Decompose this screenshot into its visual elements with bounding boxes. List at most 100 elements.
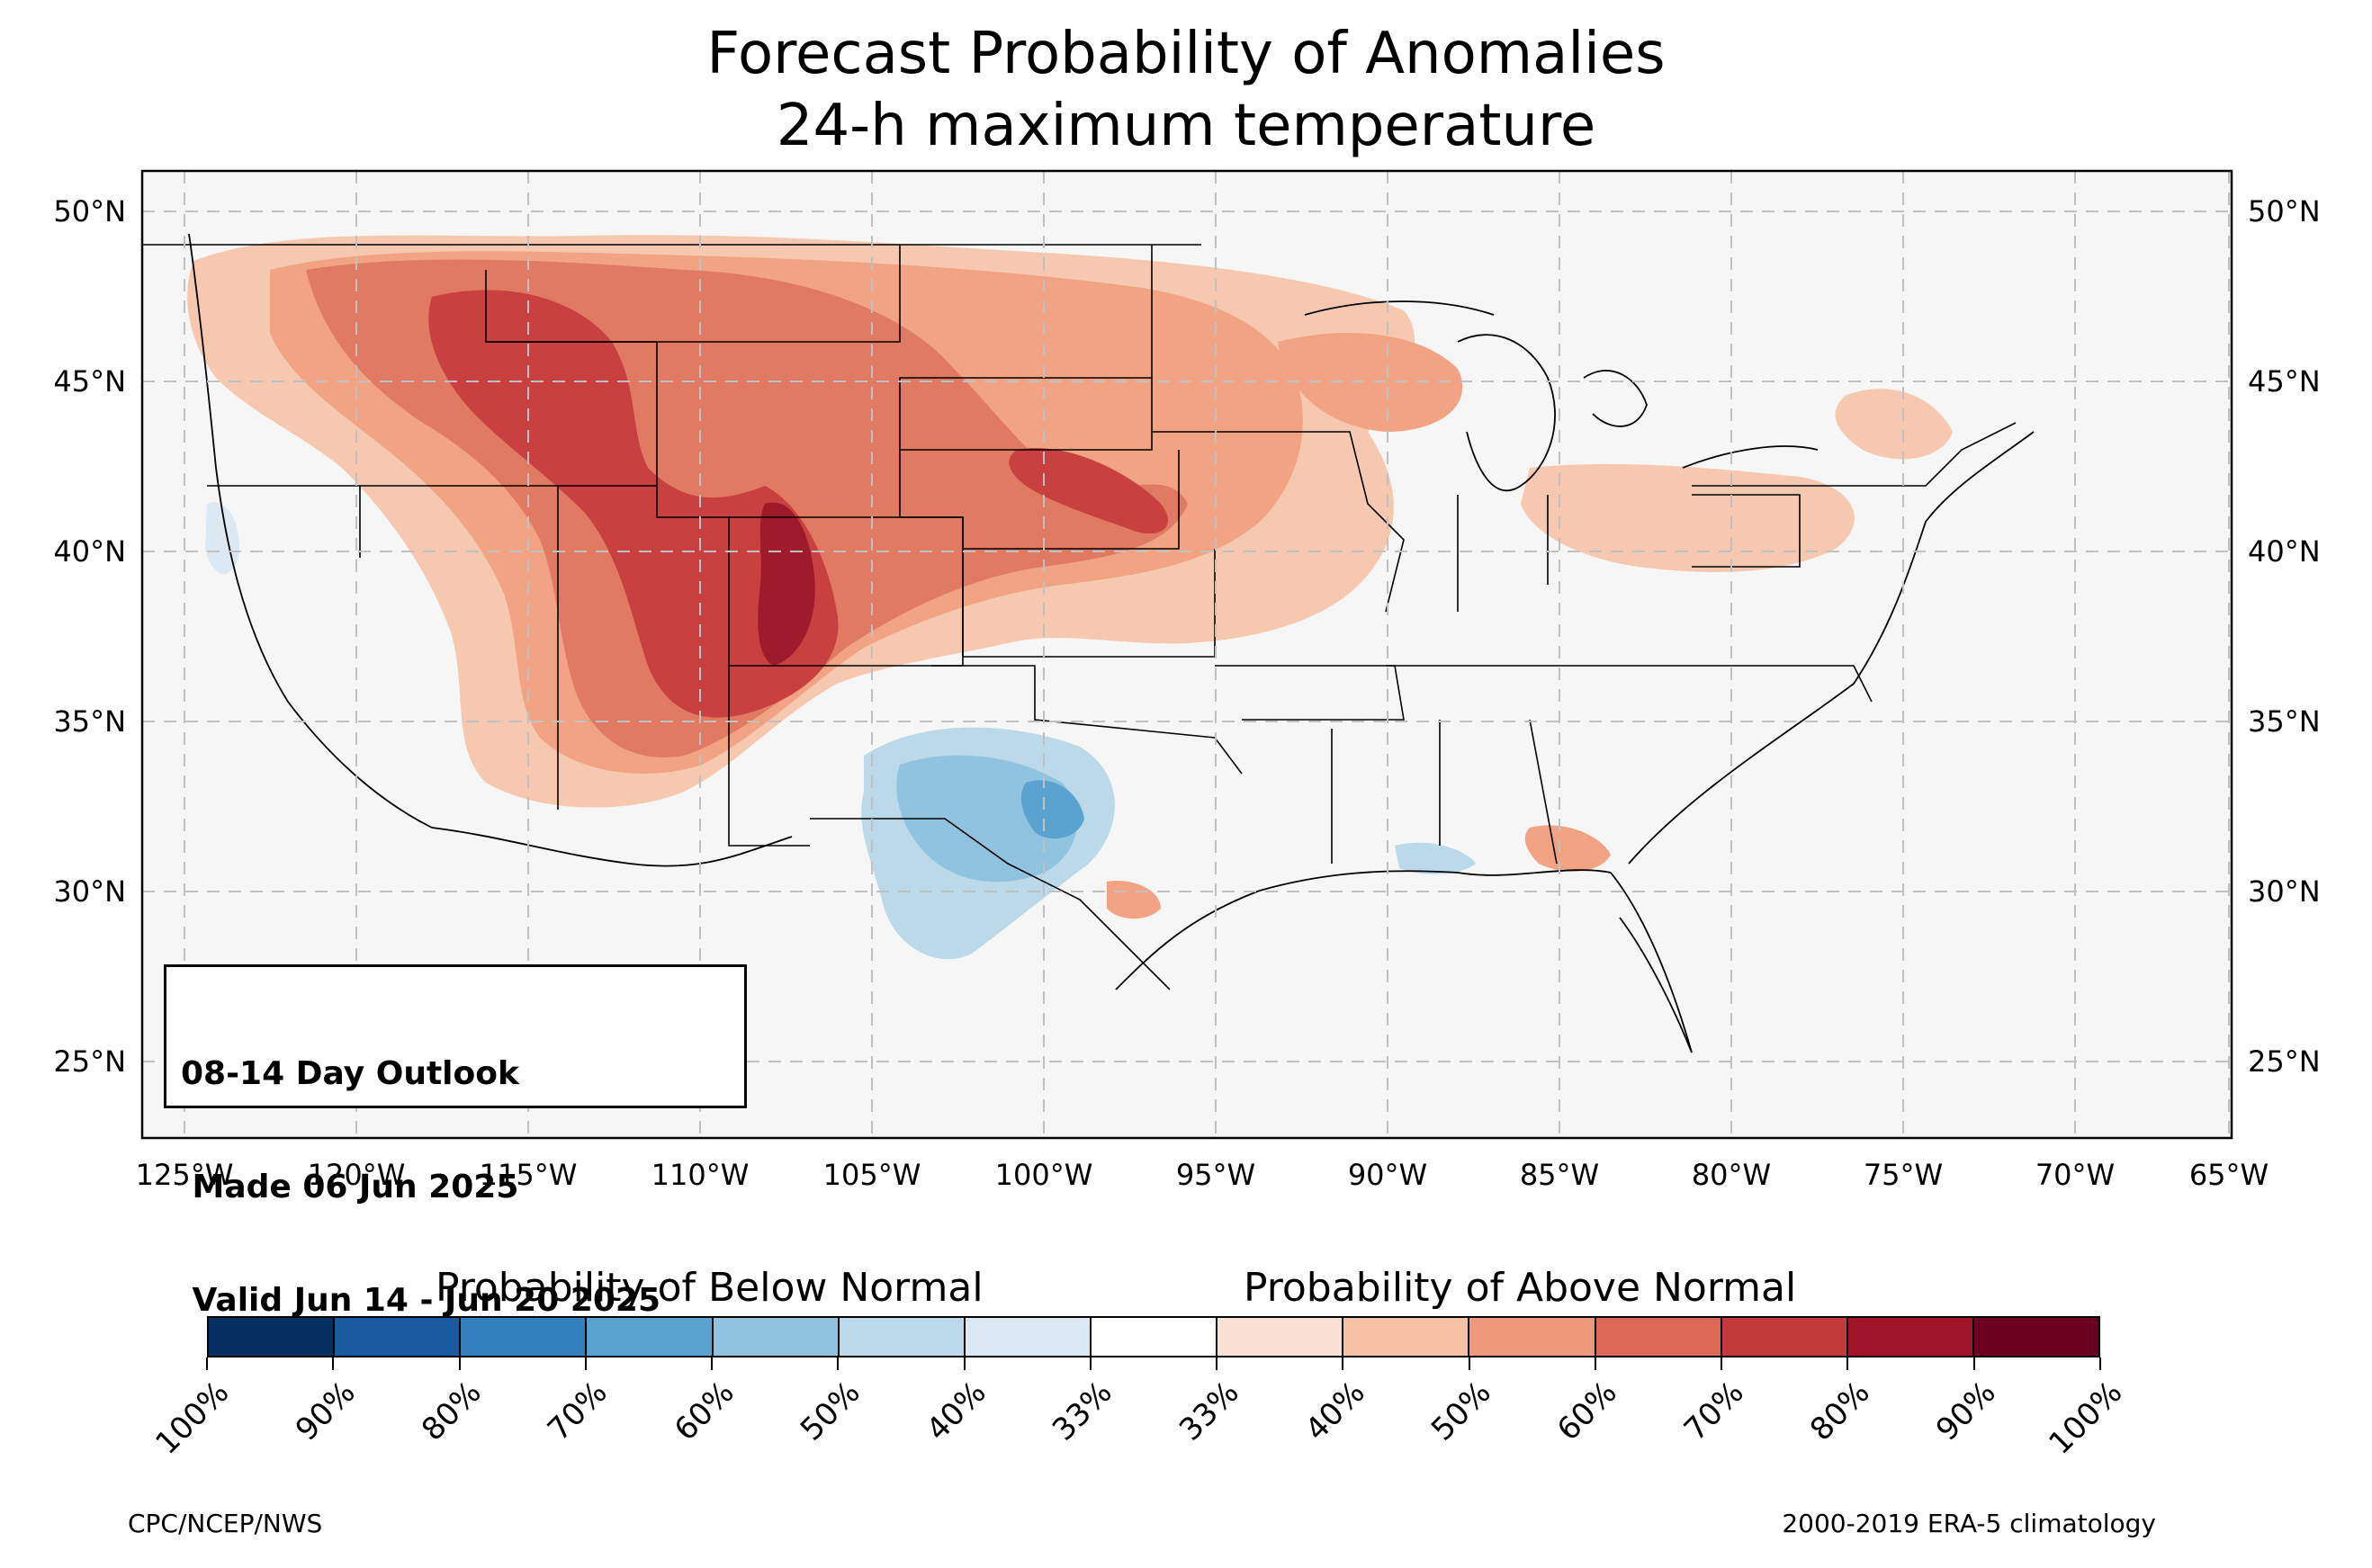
mexico-border: [431, 827, 793, 867]
above-40-region-new-england: [1835, 389, 1953, 460]
below-40-region-gulf: [1395, 842, 1476, 874]
outlook-made-date: Made 06 Jun 2025: [181, 1169, 519, 1205]
utah-border: [656, 486, 730, 684]
colorbar-segment: [209, 1318, 336, 1356]
above-70-region-nebraska: [1009, 448, 1169, 534]
colorbar-tick: [1089, 1357, 1092, 1370]
chart-title-line-1: Forecast Probability of Anomalies: [706, 21, 1666, 87]
footer-climatology: 2000-2019 ERA-5 climatology: [1782, 1509, 2156, 1538]
oklahoma-border: [931, 665, 1243, 775]
outlook-period: 08-14 Day Outlook: [181, 1055, 519, 1092]
lon-label-115w: 115°W: [480, 1158, 578, 1192]
southeast-state-borders: [1331, 719, 1558, 865]
colorbar-tick: [1216, 1357, 1218, 1370]
colorbar: [207, 1316, 2100, 1357]
nebraska-border: [899, 450, 1180, 550]
colorbar-segment: [965, 1318, 1092, 1356]
lat-label-40: 40°N: [53, 534, 126, 569]
boundary-lines: [142, 244, 2017, 990]
below-normal-region: [205, 502, 1476, 960]
lat-label-50-right: 50°N: [2248, 194, 2321, 228]
lon-label-120w: 120°W: [308, 1158, 406, 1192]
colorbar-segment: [461, 1318, 588, 1356]
colorbar-tick: [332, 1357, 335, 1370]
colorbar-tick: [1721, 1357, 1723, 1370]
above-80-region: [758, 502, 815, 666]
above-50-region-georgia: [1524, 825, 1611, 872]
colorbar-segment: [1343, 1318, 1470, 1356]
lon-label-75w: 75°W: [1864, 1158, 1943, 1192]
colorbar-tick: [963, 1357, 966, 1370]
above-70-region: [428, 290, 839, 718]
latitude-labels-right: 50°N 45°N 40°N 35°N 30°N 25°N: [2248, 194, 2321, 1079]
colorbar-above-label: Probability of Above Normal: [1244, 1265, 1797, 1311]
lat-label-25: 25°N: [53, 1044, 126, 1079]
colorbar-segment: [1217, 1318, 1344, 1356]
colorbar-tick: [1594, 1357, 1596, 1370]
pacific-coastline: [188, 233, 433, 829]
tennessee-north-carolina-border: [1386, 665, 1873, 703]
colorbar-segment: [587, 1318, 714, 1356]
colorbar-segment: [839, 1318, 966, 1356]
montana-border: [486, 245, 901, 343]
lon-label-125w: 125°W: [136, 1158, 234, 1192]
lon-label-70w: 70°W: [2035, 1158, 2115, 1192]
coastline: [188, 233, 2035, 1053]
above-40-region-northeast: [1521, 463, 1855, 572]
above-50-region-texas: [1107, 881, 1161, 919]
colorbar-tick: [1468, 1357, 1470, 1370]
colorbar-tick: [584, 1357, 587, 1370]
missouri-arkansas-border: [1215, 665, 1405, 721]
lat-label-35-right: 35°N: [2248, 704, 2321, 739]
colorbar-tick: [837, 1357, 840, 1370]
colorbar-segment: [1847, 1318, 1974, 1356]
colorbar-tick: [458, 1357, 461, 1370]
above-50-region-wisconsin: [1278, 333, 1463, 432]
new-mexico-west-border: [728, 684, 810, 847]
midwest-state-borders: [1457, 494, 1801, 612]
lat-label-45: 45°N: [53, 364, 126, 399]
colorbar-tick: [2099, 1357, 2101, 1370]
outlook-info-box: 08-14 Day Outlook Made 06 Jun 2025 Valid…: [164, 964, 747, 1319]
below-60-region: [1020, 780, 1084, 839]
lon-label-80w: 80°W: [1692, 1158, 1771, 1192]
lat-label-30-right: 30°N: [2248, 874, 2321, 909]
map-frame: [140, 169, 2233, 1140]
lon-label-90w: 90°W: [1348, 1158, 1427, 1192]
great-lakes-superior: [1304, 300, 1495, 316]
great-lakes-erie: [1682, 445, 1819, 469]
chart-title-line-2: 24-h maximum temperature: [776, 93, 1596, 159]
texas-border: [810, 818, 1171, 990]
colorbar-segment: [1595, 1318, 1722, 1356]
colorbar-segment: [1469, 1318, 1596, 1356]
lon-label-65w: 65°W: [2189, 1158, 2269, 1192]
colorbar-segment: [1091, 1318, 1218, 1356]
colorbar-segment: [335, 1318, 462, 1356]
lat-label-40-right: 40°N: [2248, 534, 2321, 569]
colorbar-tick: [1972, 1357, 1975, 1370]
lat-label-50: 50°N: [53, 194, 126, 228]
colorbar-tick: [1846, 1357, 1849, 1370]
colorbar-tick: [711, 1357, 714, 1370]
lat-label-45-right: 45°N: [2248, 364, 2321, 399]
great-lakes-michigan: [1457, 334, 1556, 492]
colorbar-segment: [713, 1318, 840, 1356]
lat-label-35: 35°N: [53, 704, 126, 739]
colorbar-tick: [1342, 1357, 1344, 1370]
iowa-border: [1152, 431, 1405, 613]
longitude-labels: 125°W 120°W 115°W 110°W 105°W 100°W 95°W…: [136, 1158, 2269, 1192]
lon-label-105w: 105°W: [823, 1158, 921, 1192]
colorbar-below-label: Probability of Below Normal: [436, 1265, 984, 1311]
south-dakota-border: [899, 377, 1153, 451]
outlook-valid-range: Valid Jun 14 - Jun 20 2025: [181, 1282, 661, 1319]
gulf-coastline: [1115, 869, 1612, 990]
lon-label-110w: 110°W: [651, 1158, 750, 1192]
lat-label-25-right: 25°N: [2248, 1044, 2321, 1079]
colorbar-segment: [1973, 1318, 2099, 1356]
atlantic-coastline: [1628, 431, 2035, 865]
lon-label-100w: 100°W: [995, 1158, 1093, 1192]
lon-label-95w: 95°W: [1176, 1158, 1255, 1192]
florida-coastline: [1610, 872, 1693, 1053]
great-lakes-huron: [1583, 370, 1648, 427]
